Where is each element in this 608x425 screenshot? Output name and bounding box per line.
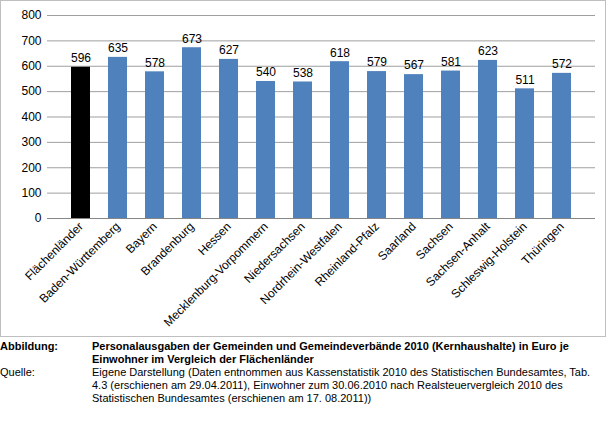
svg-text:Nordrhein-Westfalen: Nordrhein-Westfalen — [257, 219, 345, 307]
svg-text:618: 618 — [330, 46, 350, 60]
svg-text:600: 600 — [21, 59, 41, 73]
svg-text:579: 579 — [367, 55, 387, 69]
svg-text:200: 200 — [21, 161, 41, 175]
svg-text:Saarland: Saarland — [375, 219, 419, 263]
html-text:Eigene Darstellung (Daten entn: Eigene Darstellung (Daten entnommen aus … — [92, 366, 591, 404]
svg-text:800: 800 — [21, 8, 41, 22]
svg-text:635: 635 — [108, 41, 128, 55]
svg-text:623: 623 — [478, 44, 498, 58]
svg-text:Bayern: Bayern — [123, 219, 160, 257]
svg-text:500: 500 — [21, 84, 41, 98]
html-text:Quelle:: Quelle: — [0, 366, 35, 378]
svg-text:Sachsen-Anhalt: Sachsen-Anhalt — [423, 219, 493, 289]
svg-text:Brandenburg: Brandenburg — [138, 219, 197, 278]
svg-text:627: 627 — [219, 43, 239, 57]
svg-text:567: 567 — [404, 58, 424, 72]
svg-text:100: 100 — [21, 186, 41, 200]
html-text:Personalausgaben der Gemeinden: Personalausgaben der Gemeinden und Gemei… — [92, 340, 569, 365]
svg-text:581: 581 — [441, 55, 461, 69]
svg-text:538: 538 — [293, 66, 313, 80]
svg-text:540: 540 — [256, 65, 276, 79]
svg-text:572: 572 — [552, 57, 572, 71]
svg-text:578: 578 — [145, 56, 165, 70]
svg-text:511: 511 — [515, 73, 534, 87]
svg-text:Flächenländer: Flächenländer — [22, 219, 86, 284]
svg-text:700: 700 — [21, 34, 41, 48]
svg-text:Baden-Württemberg: Baden-Württemberg — [37, 219, 123, 305]
svg-text:Rheinland-Pfalz: Rheinland-Pfalz — [312, 219, 382, 289]
svg-text:Mecklenburg-Vorpommern: Mecklenburg-Vorpommern — [160, 219, 271, 330]
svg-text:0: 0 — [35, 211, 42, 225]
svg-text:596: 596 — [71, 51, 91, 65]
html-text:Abbildung:: Abbildung: — [0, 340, 58, 352]
svg-text:Thüringen: Thüringen — [519, 219, 567, 267]
svg-text:300: 300 — [21, 135, 41, 149]
svg-text:Schleswig-Holstein: Schleswig-Holstein — [448, 219, 530, 301]
svg-text:400: 400 — [21, 110, 41, 124]
svg-text:Hessen: Hessen — [195, 219, 234, 259]
svg-text:Niedersachsen: Niedersachsen — [241, 219, 308, 286]
svg-text:673: 673 — [182, 32, 202, 46]
